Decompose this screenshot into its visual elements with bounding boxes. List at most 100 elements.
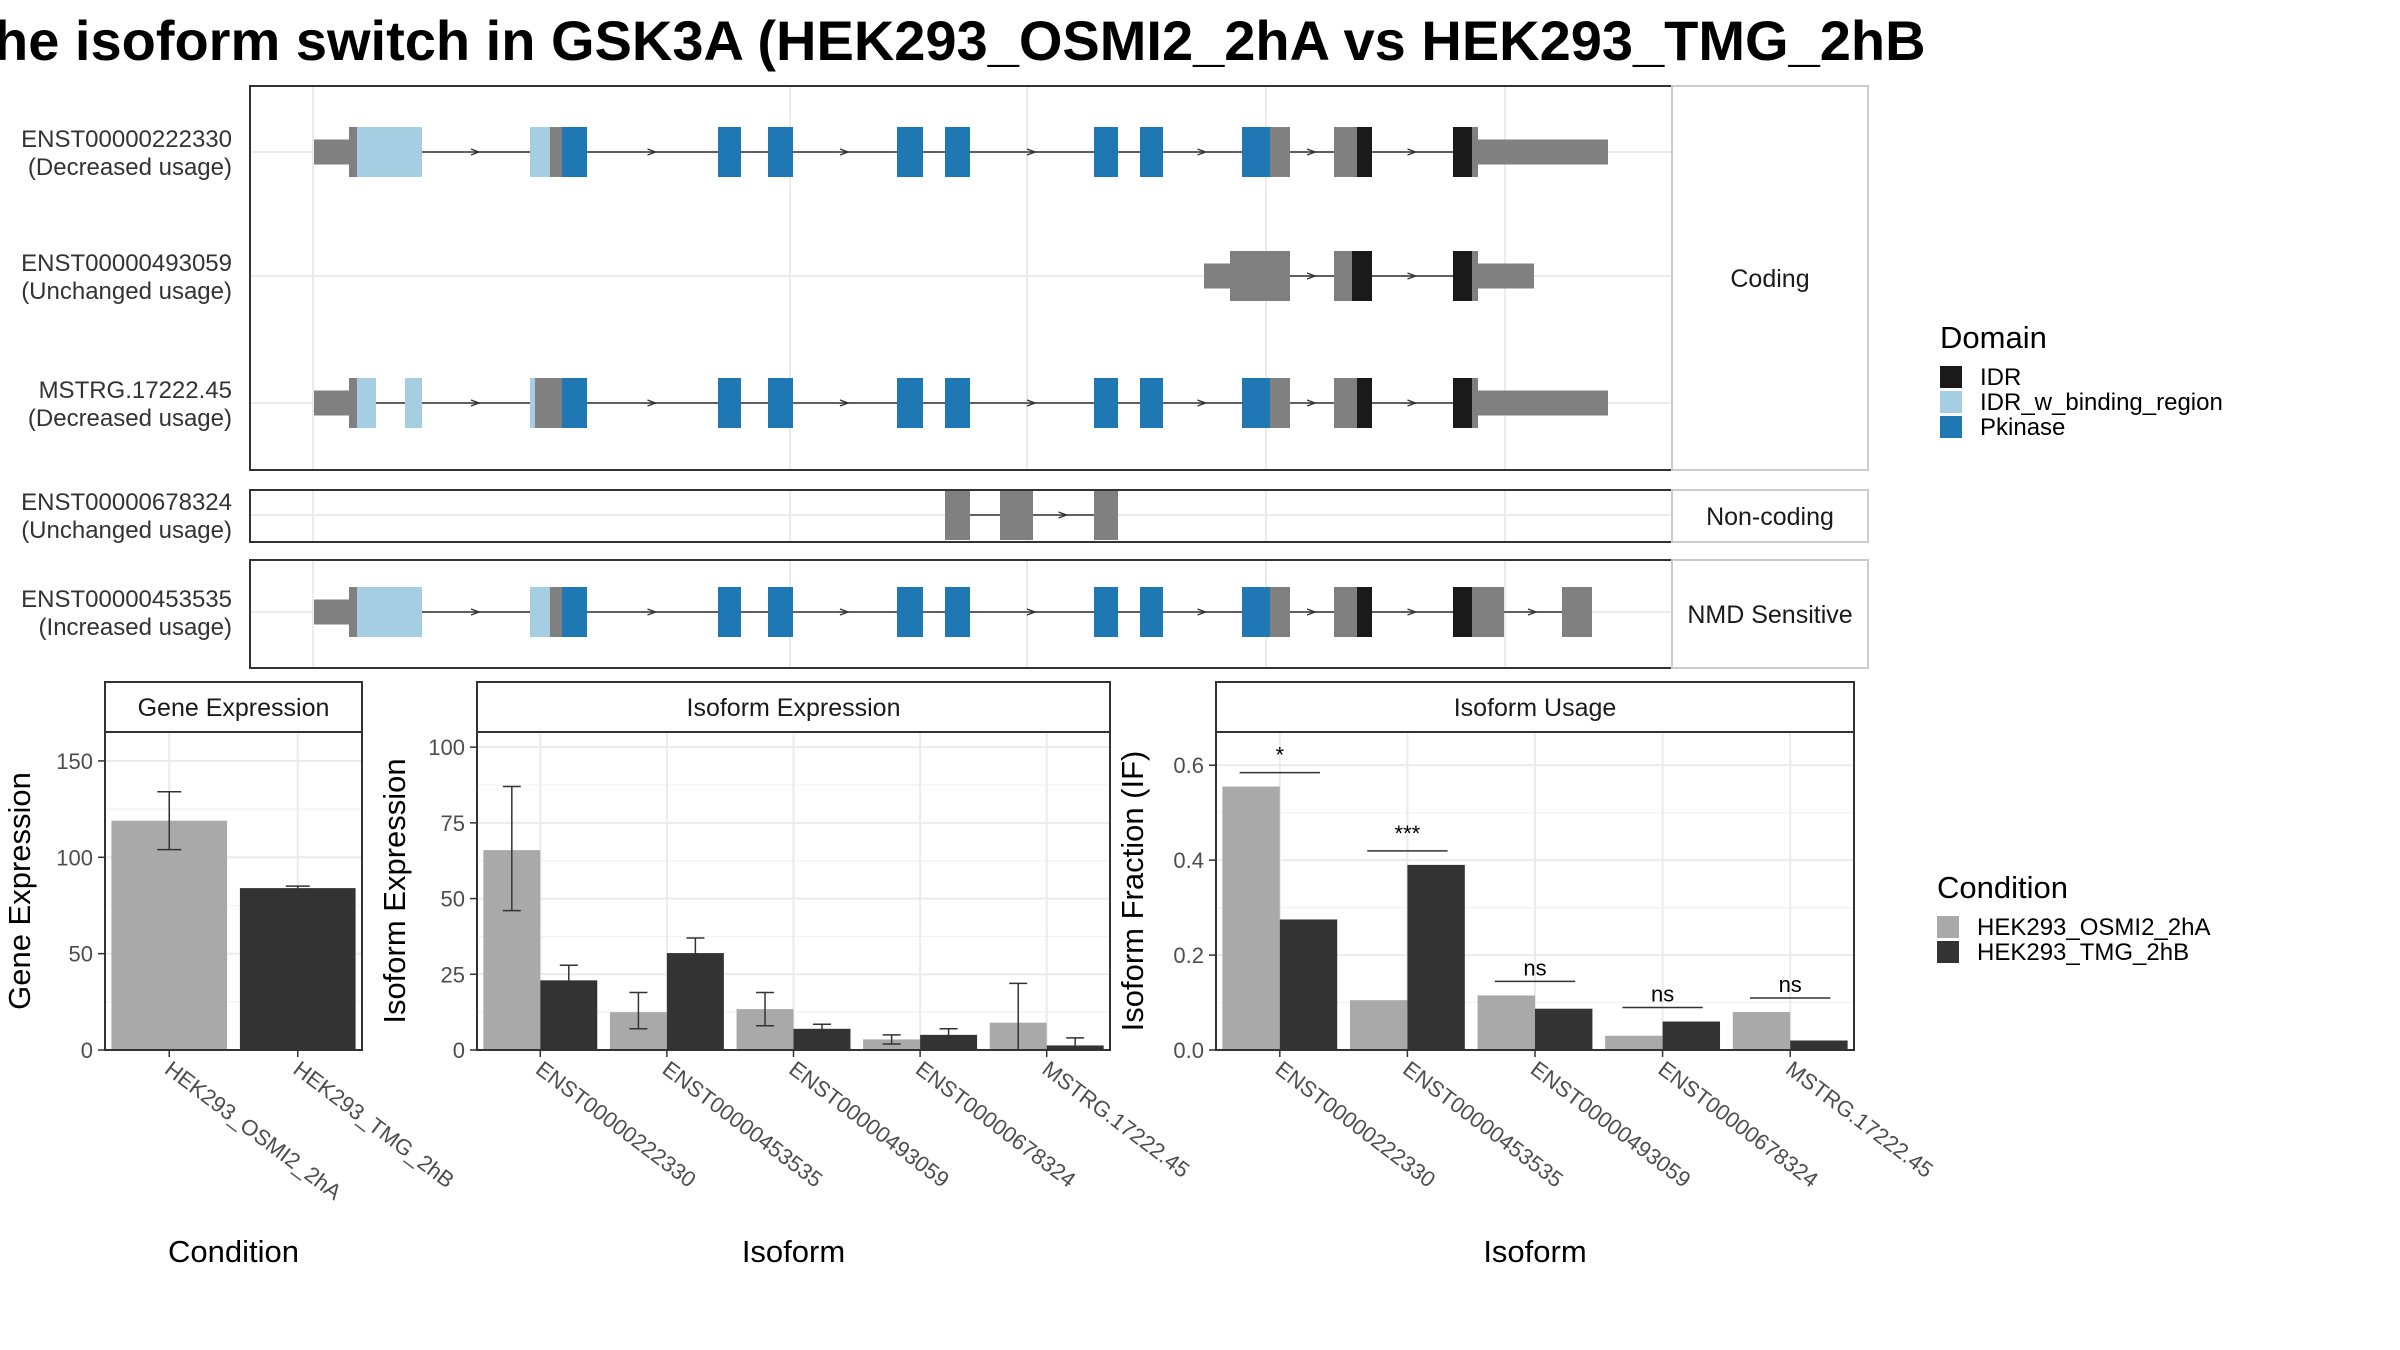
bar	[1477, 995, 1535, 1050]
exon-block	[1478, 263, 1534, 289]
exon-block	[314, 599, 350, 625]
transcript-track	[1204, 251, 1534, 301]
exon-block	[1230, 251, 1290, 301]
exon-block	[1472, 378, 1478, 428]
exon-block	[945, 378, 970, 428]
x-axis-title: Condition	[168, 1234, 299, 1269]
exon-block	[1334, 378, 1357, 428]
strand-arrow	[470, 399, 481, 407]
panel-strip-label: Non-coding	[1706, 503, 1834, 531]
exon-block	[1140, 378, 1163, 428]
transcript-track	[314, 378, 1608, 428]
chart-border	[476, 731, 1111, 1051]
bar	[863, 1039, 921, 1050]
exon-block	[314, 390, 350, 416]
legend-swatch	[1937, 916, 1959, 938]
legend-swatch	[1940, 391, 1962, 413]
y-axis-title: Isoform Expression	[377, 758, 412, 1023]
x-axis-title: Isoform	[742, 1234, 845, 1269]
chart-border	[104, 731, 363, 1051]
y-tick-label: 100	[428, 735, 465, 760]
strand-arrow	[1197, 608, 1208, 616]
exon-block	[349, 378, 357, 428]
panel-strip	[1671, 559, 1869, 669]
exon-block	[1453, 378, 1472, 428]
transcript-usage-label: (Unchanged usage)	[21, 278, 232, 305]
exon-block	[1270, 378, 1290, 428]
legend-swatch	[1937, 941, 1959, 963]
exon-block	[1478, 390, 1608, 416]
y-tick-label: 0.0	[1173, 1038, 1204, 1063]
legend-title: Condition	[1937, 870, 2068, 905]
significance-label: ns	[1651, 982, 1674, 1007]
strand-arrow	[839, 399, 850, 407]
strand-arrow	[647, 608, 658, 616]
chart-title: Gene Expression	[138, 694, 330, 722]
chart-title: Isoform Expression	[687, 694, 901, 722]
exon-block	[1242, 378, 1270, 428]
strand-arrow	[470, 148, 481, 156]
chart-panel: Isoform Expression0255075100ENST00000222…	[377, 681, 1194, 1269]
chart-border	[1215, 731, 1855, 1051]
bar	[111, 820, 228, 1050]
legend-label: HEK293_TMG_2hB	[1977, 939, 2189, 966]
exon-block	[1472, 587, 1478, 637]
y-tick-label: 50	[69, 942, 93, 967]
strand-arrow	[1407, 399, 1418, 407]
strand-arrow	[1026, 399, 1037, 407]
y-axis-title: Isoform Fraction (IF)	[1115, 751, 1150, 1032]
exon-block	[1094, 490, 1118, 540]
bar	[1407, 864, 1465, 1050]
transcript-id-label: ENST00000678324	[21, 489, 232, 516]
exon-block	[768, 127, 793, 177]
exon-block	[1352, 251, 1372, 301]
bar	[1605, 1035, 1663, 1050]
exon-block	[897, 378, 923, 428]
y-tick-label: 50	[441, 887, 465, 912]
exon-block	[1453, 127, 1472, 177]
significance-label: ns	[1523, 955, 1546, 980]
strand-arrow	[1026, 608, 1037, 616]
legend-swatch	[1940, 416, 1962, 438]
exon-block	[1094, 587, 1118, 637]
y-tick-label: 150	[56, 749, 93, 774]
y-tick-label: 0.2	[1173, 943, 1204, 968]
y-tick-label: 0	[453, 1038, 465, 1063]
exon-block	[1242, 127, 1270, 177]
transcript-usage-label: (Decreased usage)	[28, 154, 232, 181]
strand-arrow	[839, 148, 850, 156]
exon-block	[1357, 127, 1372, 177]
strand-arrow	[647, 148, 658, 156]
exon-block	[562, 378, 587, 428]
exon-block	[530, 587, 550, 637]
y-tick-label: 100	[56, 845, 93, 870]
exon-block	[535, 378, 562, 428]
exon-block	[718, 127, 741, 177]
bar	[1349, 1000, 1408, 1050]
y-tick-label: 25	[441, 962, 465, 987]
exon-block	[530, 378, 535, 428]
strand-arrow	[1306, 399, 1317, 407]
transcript-usage-label: (Decreased usage)	[28, 405, 232, 432]
exon-block	[945, 587, 970, 637]
exon-block	[1334, 587, 1357, 637]
exon-block	[1334, 251, 1352, 301]
exon-block	[897, 587, 923, 637]
strand-arrow	[839, 608, 850, 616]
significance-label: ns	[1779, 972, 1802, 997]
legend-label: IDR	[1980, 364, 2021, 391]
bar	[1662, 1021, 1721, 1050]
exon-block	[405, 378, 422, 428]
structure-panel: Non-coding	[249, 489, 1869, 543]
y-tick-label: 75	[441, 811, 465, 836]
exon-block	[1562, 587, 1592, 637]
y-tick-label: 0.4	[1173, 848, 1204, 873]
exon-block	[550, 127, 562, 177]
exon-block	[562, 127, 587, 177]
exon-block	[1270, 587, 1290, 637]
exon-block	[530, 127, 550, 177]
strand-arrow	[1407, 608, 1418, 616]
